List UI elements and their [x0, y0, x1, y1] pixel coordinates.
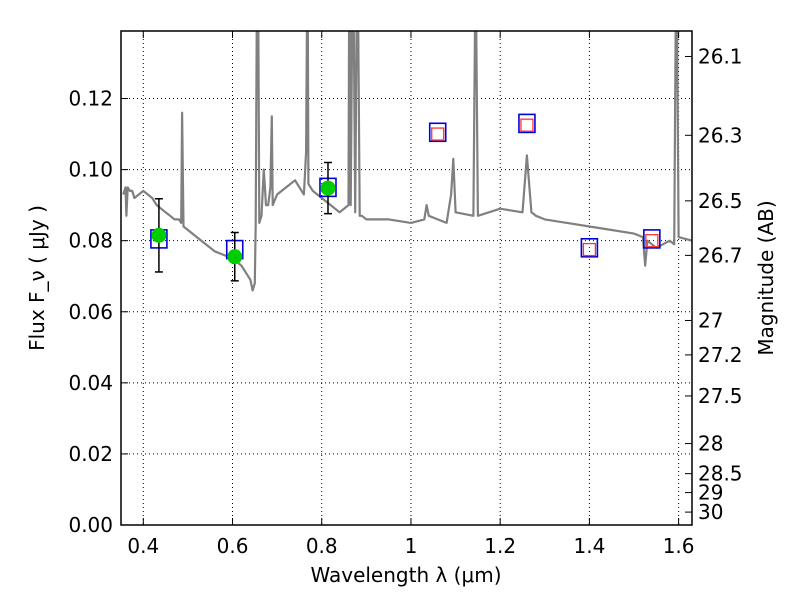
mag-tick-label: 28	[698, 432, 723, 456]
mag-tick-label: 27.5	[698, 384, 743, 408]
mag-tick-label: 26.1	[698, 44, 743, 68]
observed-photometry-point	[320, 180, 336, 196]
mag-tick-label: 28.5	[698, 462, 743, 486]
model-spectrum-line	[122, 31, 692, 292]
model-photometry-square	[580, 237, 599, 258]
x-tick-label: 0.4	[127, 534, 159, 558]
mag-tick-label: 26.3	[698, 123, 743, 147]
y-tick-label: 0.08	[68, 229, 113, 253]
model-photometry-square	[428, 122, 447, 143]
model-photometry-square	[518, 113, 536, 134]
model-photometry-square	[643, 229, 661, 249]
x-tick-label: 0.8	[306, 534, 338, 558]
mag-tick-label: 26.5	[698, 189, 743, 213]
predicted-photometry-square	[520, 118, 534, 132]
predicted-photometry-square	[645, 234, 659, 248]
magnitude-axis-label: Magnitude (AB)	[754, 200, 778, 355]
mag-tick-label: 29	[698, 481, 723, 505]
observed-photometry-point	[227, 249, 243, 265]
y-tick-label: 0.02	[68, 442, 113, 466]
x-tick-label: 1	[405, 534, 418, 558]
x-tick-label: 0.6	[217, 534, 249, 558]
x-tick-label: 1.6	[663, 534, 695, 558]
y-tick-label: 0.10	[68, 158, 113, 182]
predicted-photometry-square	[431, 127, 445, 141]
plot-frame	[120, 30, 693, 526]
mag-tick-label: 30	[698, 500, 723, 524]
x-tick-label: 1.2	[484, 534, 516, 558]
predicted-photometry-square	[582, 242, 597, 257]
plot-area	[122, 31, 692, 292]
y-tick-label: 0.04	[68, 371, 113, 395]
y-tick-label: 0.00	[68, 513, 113, 537]
x-tick-label: 1.4	[573, 534, 605, 558]
mag-tick-label: 27	[698, 308, 723, 332]
y-axis-label: Flux F_ν ( μJy )	[25, 205, 49, 351]
mag-tick-label: 26.7	[698, 243, 743, 267]
x-axis-label: Wavelength λ (μm)	[310, 563, 501, 587]
y-tick-label: 0.06	[68, 300, 113, 324]
observed-photometry-point	[151, 227, 167, 243]
axes-ticks: 0.4 0.6 0.8 1 1.2 1.4 1.6 0.00 0.02 0.04 0.06 0.08 0…	[68, 31, 743, 558]
mag-tick-label: 27.2	[698, 343, 743, 367]
y-tick-label: 0.12	[68, 87, 113, 111]
